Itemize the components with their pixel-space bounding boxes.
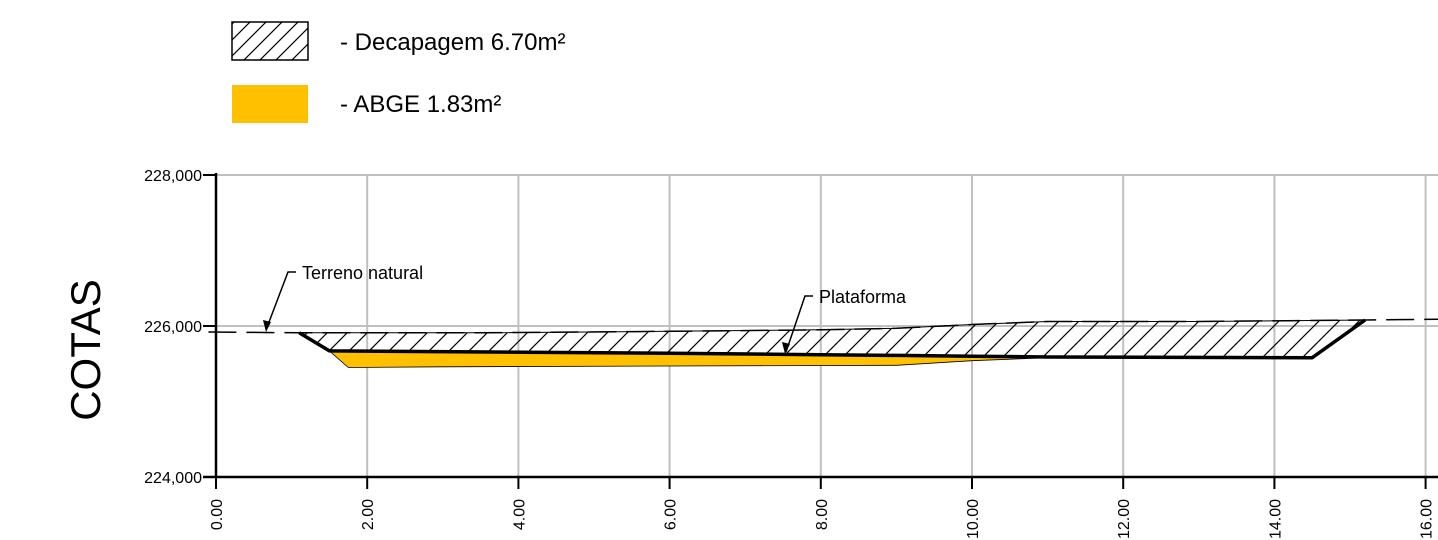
callout-plataforma-leader xyxy=(785,295,813,353)
y-axis-title: COTAS xyxy=(62,279,109,421)
tick-labels: 224,000 226,000 228,000 0.00 2.00 4.00 6.00 8.0… xyxy=(144,168,1435,539)
x-tick-label-6: 12.00 xyxy=(1116,499,1133,539)
profile-lines xyxy=(208,318,1438,360)
callout-terreno-arrow xyxy=(263,320,271,332)
line-terreno-natural xyxy=(208,318,1438,334)
x-tick-label-3: 6.00 xyxy=(663,499,680,530)
y-tick-label-2: 228,000 xyxy=(144,168,202,185)
line-plataforma xyxy=(298,318,1367,360)
legend-swatch-abge xyxy=(232,85,308,123)
callout-terreno-label: Terreno natural xyxy=(302,263,423,283)
y-tick-label-1: 226,000 xyxy=(144,319,202,336)
x-tick-label-2: 4.00 xyxy=(511,499,528,530)
x-tick-label-0: 0.00 xyxy=(209,499,226,530)
legend-label-decapagem: - Decapagem 6.70m² xyxy=(340,29,565,56)
x-tick-label-5: 10.00 xyxy=(965,499,982,539)
areas xyxy=(297,319,1367,368)
legend: - Decapagem 6.70m² - ABGE 1.83m² xyxy=(231,21,565,123)
x-tick-label-1: 2.00 xyxy=(360,499,377,530)
callout-plataforma: Plataforma xyxy=(782,287,907,354)
y-tick-label-0: 224,000 xyxy=(144,470,202,487)
x-tick-label-4: 8.00 xyxy=(814,499,831,530)
legend-label-abge: - ABGE 1.83m² xyxy=(340,91,501,118)
axes xyxy=(203,173,1438,489)
callout-terreno-leader xyxy=(265,271,296,331)
callout-terreno: Terreno natural xyxy=(263,263,423,332)
callout-plataforma-arrow xyxy=(782,342,790,354)
legend-swatch-decapagem xyxy=(231,21,309,61)
callout-plataforma-label: Plataforma xyxy=(819,287,907,307)
x-tick-label-7: 14.00 xyxy=(1267,499,1284,539)
x-tick-label-8: 16.00 xyxy=(1419,499,1436,539)
